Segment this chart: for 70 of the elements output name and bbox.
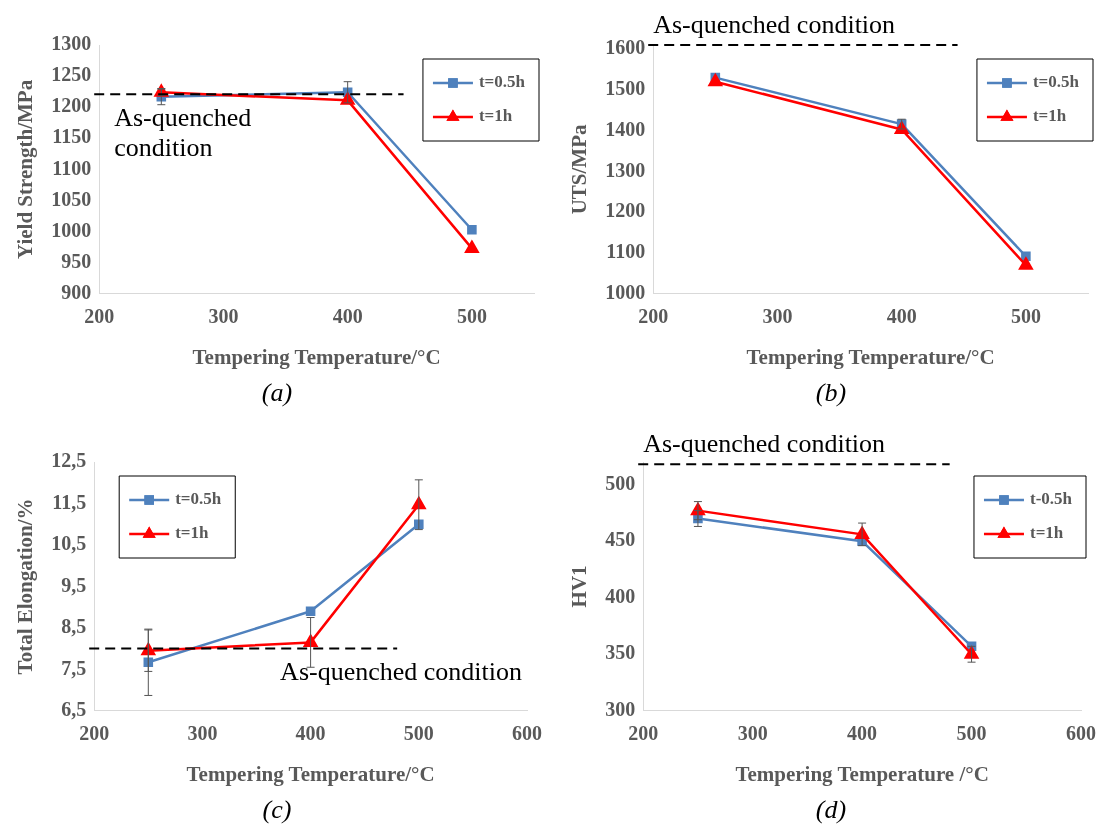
x-tick-label: 600 <box>512 721 542 744</box>
y-tick-label: 1100 <box>52 156 92 179</box>
y-tick-label: 7,5 <box>61 656 87 679</box>
x-tick-label: 600 <box>1066 721 1096 744</box>
x-axis-title: Tempering Temperature /°C <box>735 761 989 786</box>
x-tick-label: 300 <box>737 721 768 744</box>
legend-label: t=1h <box>1032 106 1067 126</box>
ref-line-label: As-quenched condition <box>114 102 252 162</box>
ref-line-label: As-quenched condition <box>280 657 522 687</box>
y-axis-title: Yield Strength/MPa <box>13 79 38 259</box>
y-tick-label: 1600 <box>605 36 646 59</box>
x-tick-label: 300 <box>762 304 793 327</box>
y-tick-label: 1000 <box>605 280 646 303</box>
y-tick-label: 12,5 <box>51 449 87 472</box>
legend-label: t=1h <box>1029 523 1064 543</box>
legend-label: t=0.5h <box>1032 72 1080 92</box>
x-axis-title: Tempering Temperature/°C <box>746 344 995 369</box>
y-tick-label: 350 <box>605 641 636 664</box>
ref-line-label: As-quenched condition <box>643 429 886 459</box>
x-tick-label: 500 <box>1010 304 1041 327</box>
x-tick-label: 500 <box>403 721 434 744</box>
y-tick-label: 11,5 <box>52 490 87 513</box>
y-tick-label: 9,5 <box>61 573 87 596</box>
x-tick-label: 500 <box>456 304 487 327</box>
x-axis-title: Tempering Temperature/°C <box>186 761 435 786</box>
y-axis-title: HV1 <box>567 565 592 608</box>
legend-label: t=1h <box>175 523 210 543</box>
legend-label: t-0.5h <box>1029 489 1073 509</box>
y-tick-label: 300 <box>605 697 636 720</box>
text: (b) <box>814 378 848 408</box>
x-tick-label: 400 <box>332 304 363 327</box>
y-tick-label: 1000 <box>51 218 92 241</box>
y-tick-label: 1150 <box>52 125 92 148</box>
y-tick-label: 950 <box>61 249 92 272</box>
y-tick-label: 1050 <box>51 187 92 210</box>
x-tick-label: 200 <box>79 721 110 744</box>
y-tick-label: 1100 <box>606 240 646 263</box>
y-tick-label: 1300 <box>51 32 92 55</box>
y-axis-title: UTS/MPa <box>567 123 592 215</box>
y-tick-label: 1300 <box>605 158 646 181</box>
y-tick-label: 10,5 <box>51 532 87 555</box>
x-tick-label: 200 <box>628 721 659 744</box>
x-tick-label: 200 <box>638 304 669 327</box>
x-tick-label: 200 <box>84 304 115 327</box>
y-tick-label: 1200 <box>605 199 646 222</box>
text: (c) <box>261 795 293 825</box>
x-axis-title: Tempering Temperature/°C <box>192 344 441 369</box>
x-tick-label: 300 <box>208 304 239 327</box>
x-tick-label: 400 <box>886 304 917 327</box>
x-tick-label: 400 <box>295 721 326 744</box>
text: (a) <box>260 378 294 408</box>
ref-line-label: As-quenched condition <box>653 9 896 39</box>
x-tick-label: 400 <box>847 721 878 744</box>
y-tick-label: 6,5 <box>61 697 87 720</box>
y-tick-label: 500 <box>605 471 636 494</box>
y-axis-title: Total Elongation/% <box>13 498 38 675</box>
y-tick-label: 8,5 <box>61 615 87 638</box>
text: (d) <box>814 795 848 825</box>
legend-label: t=0.5h <box>175 489 222 509</box>
y-tick-label: 1500 <box>605 77 646 100</box>
y-tick-label: 400 <box>605 584 636 607</box>
y-tick-label: 1250 <box>51 63 92 86</box>
y-tick-label: 450 <box>605 528 636 551</box>
legend-label: t=0.5h <box>478 72 526 92</box>
legend-label: t=1h <box>478 106 513 126</box>
y-tick-label: 1200 <box>51 94 92 117</box>
x-tick-label: 500 <box>956 721 987 744</box>
y-tick-label: 1400 <box>605 117 646 140</box>
y-tick-label: 900 <box>61 280 92 303</box>
x-tick-label: 300 <box>187 721 218 744</box>
